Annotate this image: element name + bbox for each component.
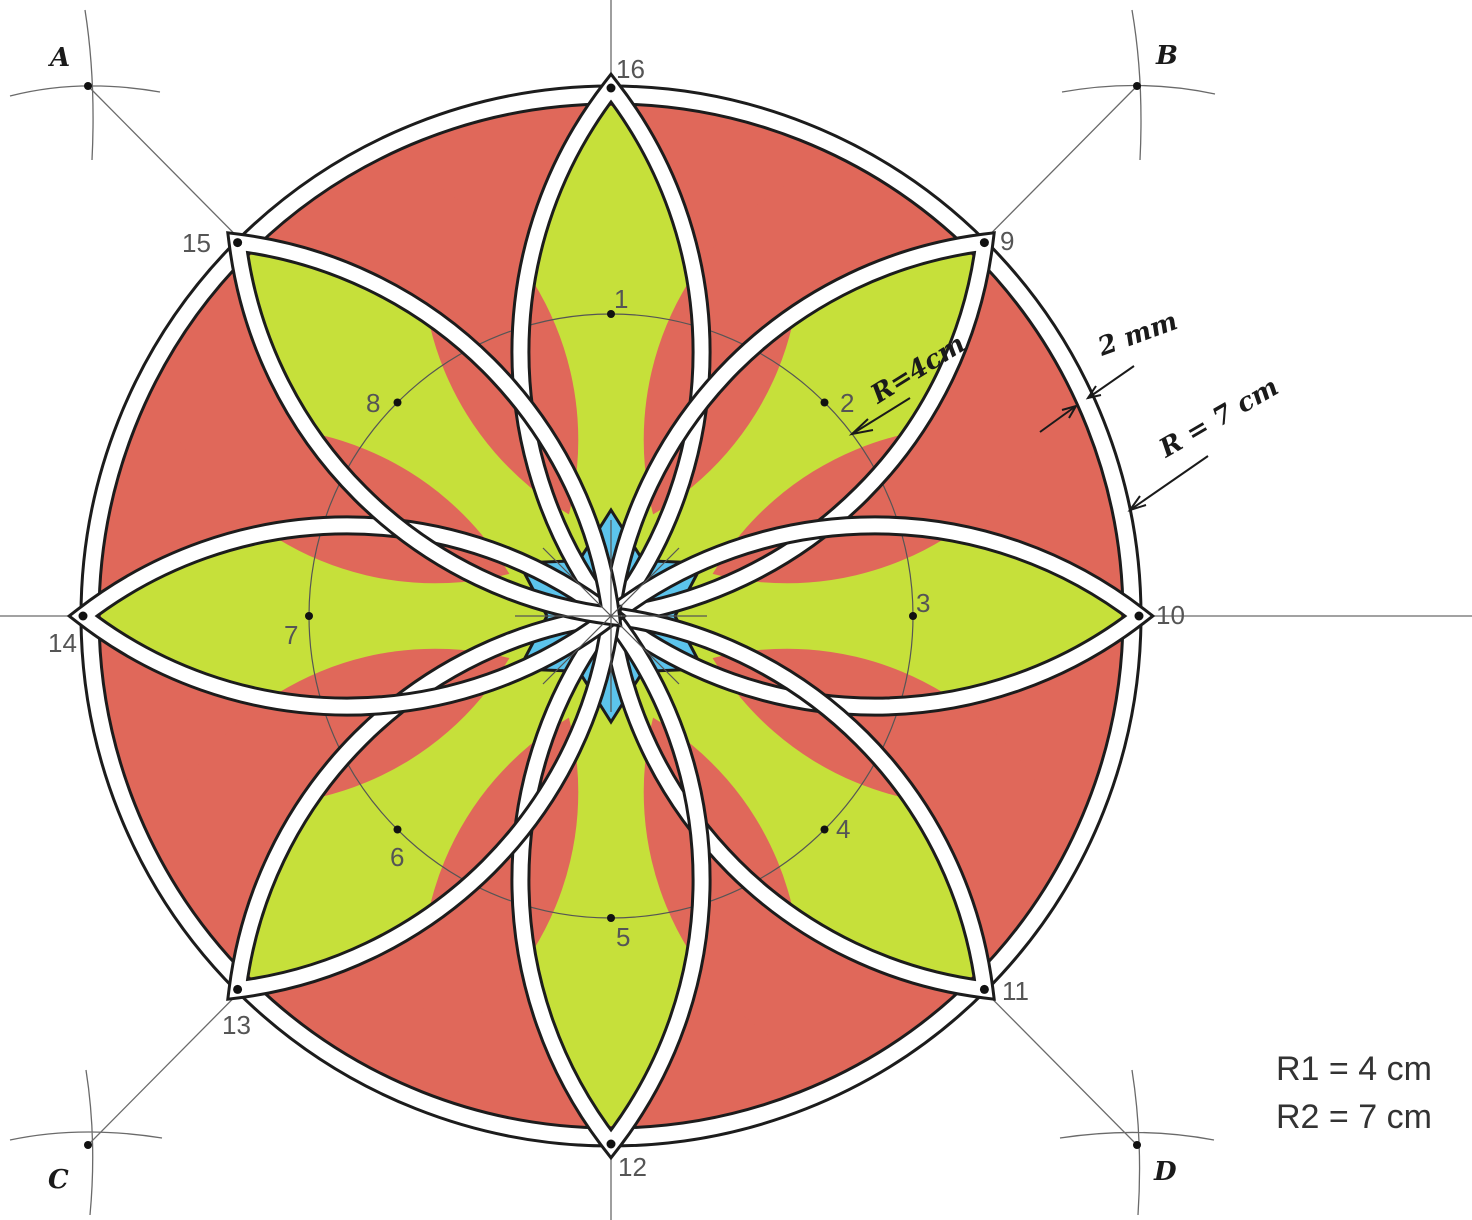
petal-2 xyxy=(611,251,976,616)
point-dot-1 xyxy=(607,310,615,318)
star-construction-lines xyxy=(515,520,707,712)
point-label-9: 9 xyxy=(1000,226,1014,256)
point-label-6: 6 xyxy=(390,842,404,872)
outer-radius-note: R = 7 cm xyxy=(1154,372,1284,464)
point-dot-12 xyxy=(606,1139,616,1149)
point-label-4: 4 xyxy=(836,814,850,844)
point-label-2: 2 xyxy=(840,388,854,418)
point-label-13: 13 xyxy=(222,1010,251,1040)
point-label-10: 10 xyxy=(1156,600,1185,630)
point-dot-3 xyxy=(909,612,917,620)
point-labels: 1 2 3 4 5 6 7 8 9 10 11 12 13 14 15 16 xyxy=(48,54,1185,1182)
corner-label-a: A xyxy=(47,43,70,73)
point-dot-5 xyxy=(607,914,615,922)
point-dot-2 xyxy=(820,398,829,407)
point-label-11: 11 xyxy=(1002,976,1029,1006)
corner-label-c: C xyxy=(48,1165,69,1195)
corner-labels: A B C D xyxy=(47,41,1178,1195)
inner-radius-arrow xyxy=(848,397,911,436)
radius-legend: R1 = 4 cm R2 = 7 cm xyxy=(1276,1050,1432,1136)
gap-arrows xyxy=(1039,365,1135,433)
point-dot-11 xyxy=(979,984,989,994)
corner-label-d: D xyxy=(1153,1157,1177,1187)
point-dot-4 xyxy=(820,825,829,834)
corner-label-b: B xyxy=(1155,41,1178,71)
point-dot-13 xyxy=(233,984,243,994)
point-label-16: 16 xyxy=(616,54,645,84)
point-dot-9 xyxy=(979,238,989,248)
point-dot-14 xyxy=(78,611,88,621)
corner-points xyxy=(84,82,1141,1149)
point-dot-7 xyxy=(305,612,313,620)
petal-6 xyxy=(246,616,611,981)
point-dot-10 xyxy=(1134,611,1144,621)
legend-r1: R1 = 4 cm xyxy=(1276,1050,1432,1088)
point-label-5: 5 xyxy=(616,922,630,952)
point-label-3: 3 xyxy=(916,588,930,618)
corner-arc-d xyxy=(1059,1069,1215,1216)
point-label-8: 8 xyxy=(366,388,380,418)
point-dot-16 xyxy=(606,83,616,93)
point-label-1: 1 xyxy=(614,284,628,314)
corner-arc-c xyxy=(9,1069,163,1216)
petal-8 xyxy=(246,251,611,616)
point-dot-15 xyxy=(233,238,243,248)
legend-r2: R2 = 7 cm xyxy=(1276,1098,1432,1136)
point-label-14: 14 xyxy=(48,628,77,658)
point-dots xyxy=(78,83,1144,1149)
point-dot-8 xyxy=(393,398,402,407)
point-label-7: 7 xyxy=(284,620,298,650)
point-label-12: 12 xyxy=(618,1152,647,1182)
outer-radius-arrow xyxy=(1127,455,1209,512)
corner-arc-a xyxy=(9,9,161,161)
gap-note: 2 mm xyxy=(1093,306,1181,363)
point-dot-6 xyxy=(393,825,402,834)
petal-4 xyxy=(611,616,976,981)
point-label-15: 15 xyxy=(182,228,211,258)
